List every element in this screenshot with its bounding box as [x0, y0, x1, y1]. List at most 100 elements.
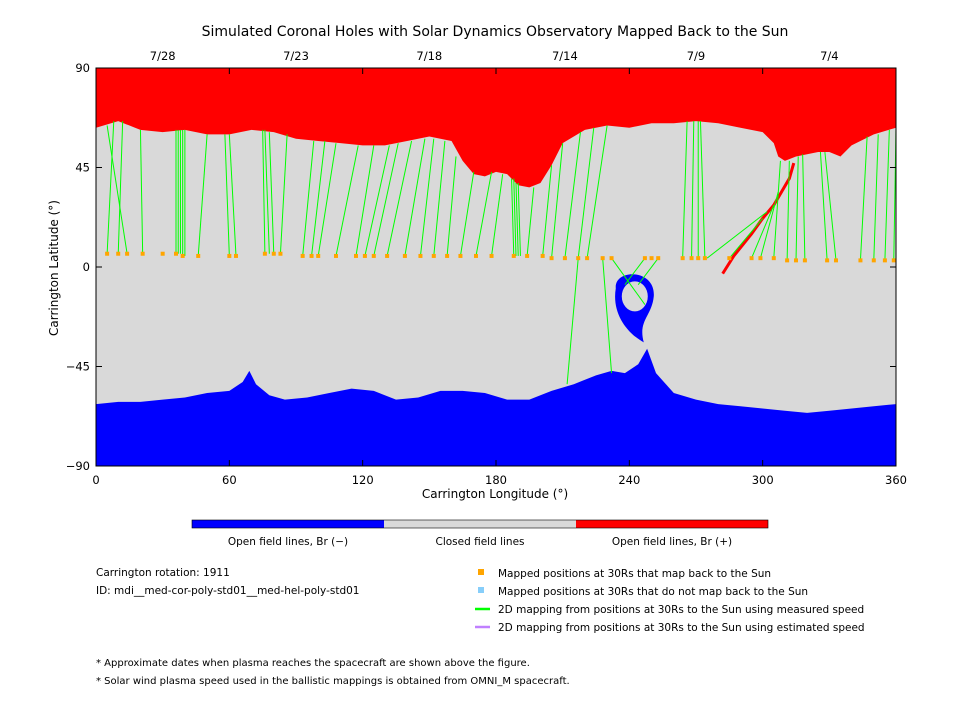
mapped-point	[882, 258, 887, 263]
mapping-line	[682, 121, 688, 259]
mapping-line	[542, 165, 553, 256]
mapping-line	[224, 134, 230, 256]
mapped-point	[196, 253, 201, 258]
mapping-line	[795, 156, 799, 261]
mapping-line	[364, 145, 390, 257]
mapped-point	[105, 251, 110, 256]
mapping-line	[404, 138, 426, 257]
plot-area	[95, 67, 897, 467]
mapping-line	[311, 140, 326, 257]
mapping-line	[262, 129, 266, 254]
mapped-point	[749, 256, 754, 261]
y-tick-label: 45	[75, 161, 90, 175]
colorbar-segment	[192, 520, 384, 528]
carrington-rotation: Carrington rotation: 1911	[96, 567, 230, 579]
open-negative-polar-hole	[96, 348, 896, 466]
run-id: ID: mdi__med-cor-poly-std01__med-hel-pol…	[96, 585, 359, 597]
mapped-point	[680, 256, 685, 261]
mapped-point	[871, 258, 876, 263]
mapped-point	[180, 253, 185, 258]
mapped-point	[354, 253, 358, 258]
mapped-point	[489, 253, 494, 258]
date-axis-ticks: 7/28 7/23 7/18 7/14 7/9 7/4	[150, 49, 839, 63]
mapped-point	[540, 253, 545, 258]
mapping-line	[117, 121, 124, 254]
mapping-line	[873, 134, 879, 261]
mapped-point	[758, 256, 763, 261]
mapped-point	[785, 258, 790, 263]
mapping-line	[355, 145, 375, 257]
colorbar-label: Open field lines, Br (+)	[612, 536, 732, 548]
mapped-point	[825, 258, 830, 263]
y-tick-label: −90	[66, 459, 90, 473]
mapped-point	[649, 256, 654, 261]
mapped-point	[174, 251, 178, 256]
y-tick-label: −45	[66, 360, 90, 374]
mapped-point	[642, 256, 647, 261]
legend-label: 2D mapping from positions at 30Rs to the…	[498, 604, 864, 616]
mapped-point	[262, 251, 267, 256]
mapped-point	[858, 258, 863, 263]
mapping-line	[884, 129, 890, 261]
mapped-point	[385, 253, 390, 258]
mapping-line	[551, 143, 564, 259]
legend: Mapped positions at 30Rs that map back t…	[475, 568, 865, 634]
mapped-point	[696, 256, 701, 261]
mapping-line	[802, 154, 806, 261]
mapped-point	[609, 256, 614, 261]
mapping-line	[139, 129, 144, 254]
mapping-line	[773, 160, 781, 259]
mapped-point	[562, 256, 567, 261]
mapping-line	[279, 134, 288, 254]
date-tick-label: 7/28	[150, 49, 176, 63]
legend-label: Mapped positions at 30Rs that map back t…	[498, 568, 771, 580]
mapped-point	[316, 253, 321, 258]
mapping-line	[228, 134, 237, 256]
mapping-line	[699, 121, 706, 259]
mapping-line	[433, 140, 446, 256]
mapping-line	[335, 145, 359, 257]
mapped-point	[334, 253, 338, 258]
mapping-line	[577, 127, 595, 259]
mapping-line	[624, 257, 646, 285]
mapping-line	[691, 121, 695, 259]
mapping-line	[373, 143, 399, 257]
mapped-point	[362, 253, 367, 258]
mapping-line	[602, 258, 613, 374]
mapped-point	[140, 251, 145, 256]
x-tick-label: 120	[352, 473, 374, 487]
mapping-line	[637, 257, 659, 285]
mapping-line	[728, 218, 764, 259]
mapping-line	[106, 121, 115, 254]
date-tick-label: 7/14	[552, 49, 578, 63]
date-tick-label: 7/18	[416, 49, 442, 63]
mapped-point	[656, 256, 661, 261]
mapped-point	[891, 258, 896, 263]
mapped-point	[511, 253, 516, 258]
mapped-point	[771, 256, 776, 261]
mapping-line	[526, 187, 535, 256]
mapped-point	[458, 253, 463, 258]
date-tick-label: 7/23	[283, 49, 309, 63]
mapping-line	[517, 182, 521, 256]
colorbar-segment	[384, 520, 576, 528]
mapped-point	[727, 256, 732, 261]
y-axis-ticks: 90 45 0 −45 −90	[66, 61, 896, 473]
mapped-point	[794, 258, 798, 263]
mapping-line	[302, 140, 315, 256]
mapping-line	[564, 132, 581, 259]
colorbar-segment	[576, 520, 768, 528]
mapping-line	[317, 143, 337, 257]
legend-marker	[478, 569, 484, 575]
x-tick-label: 180	[485, 473, 507, 487]
mapping-line	[511, 178, 515, 256]
mapped-point	[600, 256, 605, 261]
x-tick-label: 360	[885, 473, 907, 487]
y-tick-label: 90	[75, 61, 90, 75]
mapped-point	[474, 253, 478, 258]
mapped-point	[418, 253, 423, 258]
mapped-point	[300, 253, 305, 258]
mapped-point	[431, 253, 436, 258]
mapping-line	[268, 132, 275, 254]
